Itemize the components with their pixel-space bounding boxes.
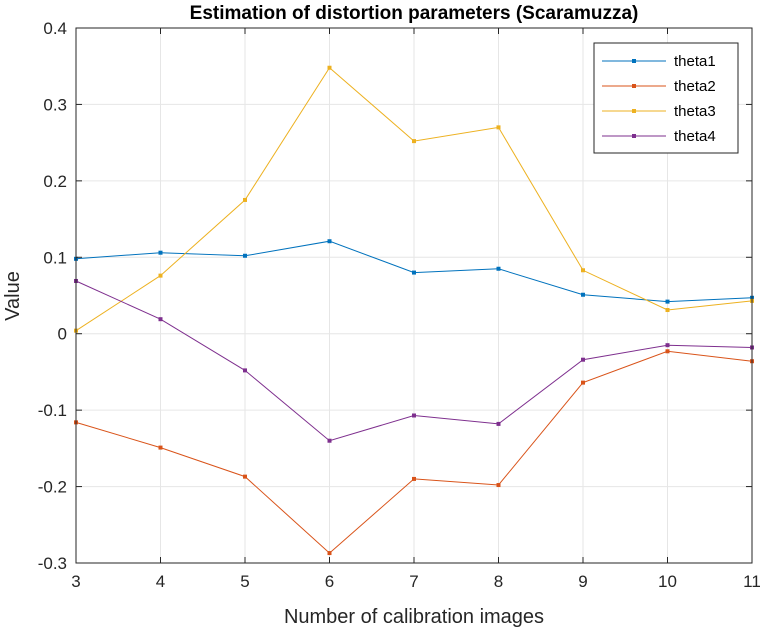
y-tick-label: 0 <box>58 325 67 344</box>
legend-entry: theta2 <box>602 78 716 95</box>
legend-marker <box>632 109 636 113</box>
y-tick-label: -0.1 <box>38 401 67 420</box>
y-tick-label: 0.4 <box>43 19 67 38</box>
x-tick-label: 10 <box>658 572 677 591</box>
y-axis-title: Value <box>2 271 24 321</box>
legend: theta1 theta2 theta3 theta4 <box>593 42 739 154</box>
data-point <box>496 483 501 488</box>
data-point <box>412 413 416 418</box>
data-point <box>158 317 163 322</box>
data-point <box>581 268 585 273</box>
legend-marker <box>632 134 636 138</box>
legend-label: theta4 <box>674 128 716 145</box>
data-point <box>496 421 501 426</box>
x-tick-label: 9 <box>578 572 587 591</box>
data-point <box>243 474 247 479</box>
data-point <box>496 125 501 130</box>
legend-entry: theta1 <box>602 53 716 70</box>
legend-label: theta1 <box>674 53 716 70</box>
y-tick-label: 0.3 <box>43 95 67 114</box>
data-point <box>412 270 416 275</box>
data-point <box>158 445 163 450</box>
legend-entry: theta3 <box>602 103 716 120</box>
legend-marker <box>632 59 636 63</box>
chart-title: Estimation of distortion parameters (Sca… <box>190 3 639 24</box>
x-tick-label: 3 <box>71 572 80 591</box>
series-theta3 <box>74 65 754 333</box>
data-point <box>243 253 247 258</box>
data-point <box>327 438 332 443</box>
x-tick-label: 11 <box>743 572 761 591</box>
x-axis-title: Number of calibration images <box>284 606 544 628</box>
data-point <box>412 139 416 144</box>
data-point <box>581 380 585 385</box>
data-point <box>243 368 247 373</box>
data-point <box>327 239 332 244</box>
x-tick-label: 4 <box>156 572 165 591</box>
data-point <box>581 357 585 362</box>
data-point <box>496 266 501 271</box>
data-point <box>581 292 585 297</box>
data-point <box>665 308 670 313</box>
data-point <box>412 476 416 481</box>
y-tick-label: -0.2 <box>38 478 67 497</box>
x-tick-label: 6 <box>325 572 334 591</box>
series-layer <box>74 65 754 556</box>
data-point <box>665 343 670 348</box>
legend-marker <box>632 84 636 88</box>
data-point <box>243 197 247 202</box>
legend-label: theta2 <box>674 78 716 95</box>
legend-label: theta3 <box>674 103 716 120</box>
y-tick-label: 0.2 <box>43 172 67 191</box>
x-tick-label: 7 <box>409 572 418 591</box>
data-point <box>327 65 332 70</box>
data-point <box>665 349 670 354</box>
x-tick-label: 8 <box>494 572 503 591</box>
legend-entry: theta4 <box>602 128 716 145</box>
x-tick-label: 5 <box>240 572 249 591</box>
data-point <box>665 299 670 304</box>
y-tick-label: -0.3 <box>38 554 67 573</box>
data-point <box>158 273 163 278</box>
y-tick-label: 0.1 <box>43 248 67 267</box>
data-point <box>158 250 163 255</box>
axis-ticks: 3 4 5 6 7 8 9 10 11 -0.3 -0.2 -0.1 0 0.1 0.2 0.3 0.4 <box>38 19 761 591</box>
data-point <box>327 551 332 556</box>
